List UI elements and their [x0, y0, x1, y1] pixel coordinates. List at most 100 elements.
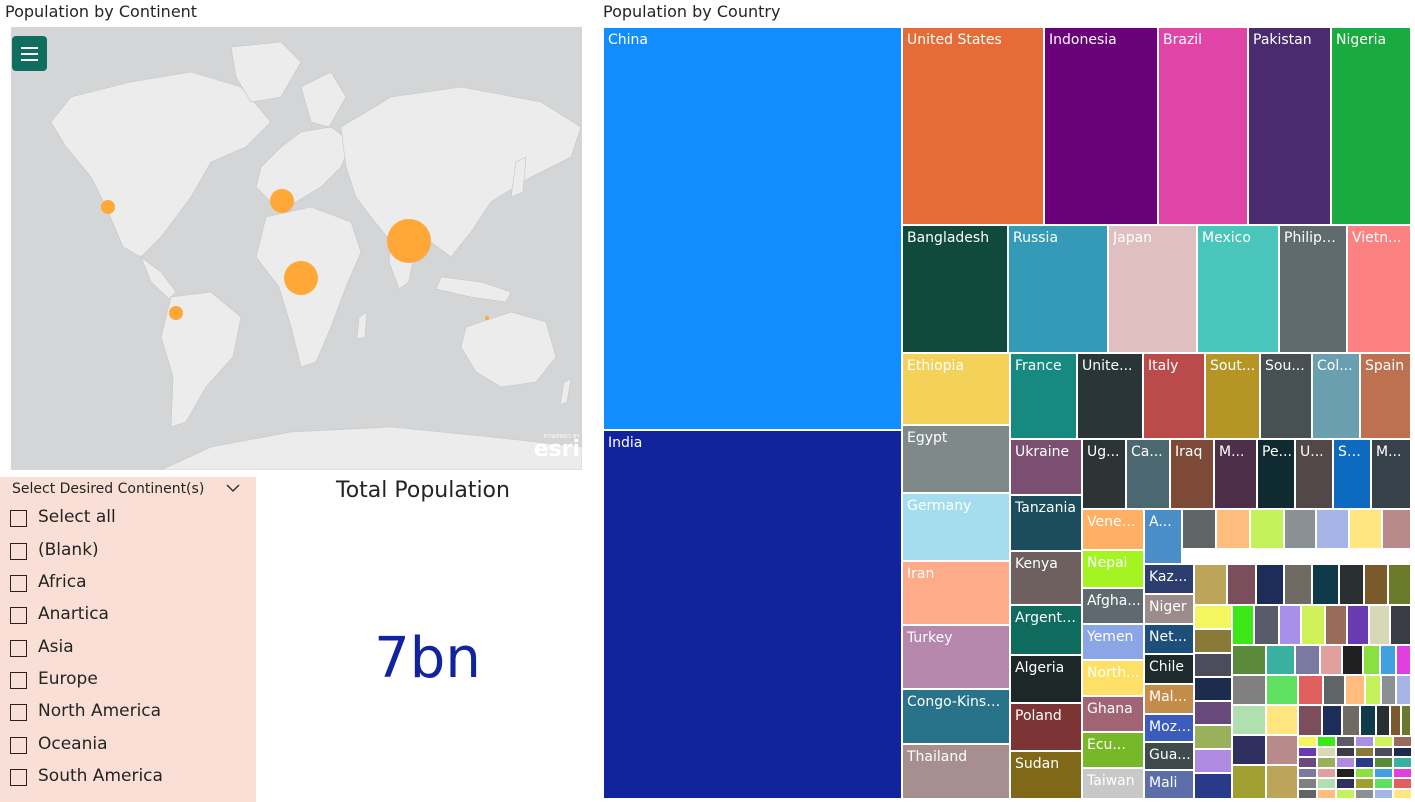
treemap-tile[interactable]: Algeria [1010, 655, 1082, 703]
treemap-tile-unlabeled[interactable] [1336, 757, 1355, 768]
treemap-tile-unlabeled[interactable] [1355, 767, 1374, 778]
treemap-tile-unlabeled[interactable] [1369, 605, 1390, 645]
treemap-tile-unlabeled[interactable] [1374, 746, 1393, 757]
treemap-tile-unlabeled[interactable] [1298, 705, 1322, 736]
treemap-tile[interactable]: Chile [1144, 654, 1194, 684]
treemap-tile[interactable]: Turkey [902, 625, 1010, 689]
treemap-tile[interactable]: Thailand [902, 744, 1010, 799]
treemap-tile-unlabeled[interactable] [1363, 645, 1380, 675]
treemap-tile[interactable]: Spain [1360, 353, 1411, 439]
treemap-tile-unlabeled[interactable] [1396, 675, 1411, 705]
checkbox[interactable] [10, 543, 27, 560]
treemap-tile-unlabeled[interactable] [1355, 757, 1374, 768]
treemap-tile[interactable]: M... [1214, 439, 1257, 509]
treemap-tile-unlabeled[interactable] [1336, 778, 1355, 789]
treemap-tile-unlabeled[interactable] [1317, 757, 1336, 768]
treemap-tile[interactable]: Moza... [1144, 714, 1194, 742]
treemap-tile[interactable]: Ecu... [1082, 732, 1144, 768]
treemap-tile[interactable]: Bangladesh [902, 225, 1008, 353]
treemap-tile-unlabeled[interactable] [1347, 605, 1369, 645]
treemap-tile-unlabeled[interactable] [1298, 757, 1317, 768]
treemap-tile-unlabeled[interactable] [1298, 767, 1317, 778]
treemap-tile[interactable]: Unite... [1077, 353, 1143, 439]
treemap-tile[interactable]: Pe... [1257, 439, 1295, 509]
treemap-tile[interactable]: Kaz... [1144, 564, 1194, 594]
treemap-tile[interactable]: Italy [1143, 353, 1205, 439]
treemap-tile-unlabeled[interactable] [1374, 778, 1393, 789]
treemap-tile[interactable]: Ethiopia [902, 353, 1010, 425]
treemap-tile[interactable]: Brazil [1158, 27, 1248, 225]
treemap-tile[interactable]: Mali [1144, 770, 1194, 799]
treemap-tile-unlabeled[interactable] [1396, 645, 1411, 675]
treemap-tile-unlabeled[interactable] [1342, 705, 1360, 736]
treemap-tile-unlabeled[interactable] [1194, 564, 1227, 605]
treemap-tile-unlabeled[interactable] [1284, 564, 1312, 605]
treemap-tile-unlabeled[interactable] [1393, 736, 1412, 747]
treemap-tile-unlabeled[interactable] [1250, 509, 1284, 549]
treemap-tile-unlabeled[interactable] [1339, 564, 1364, 605]
treemap-tile[interactable]: United States [902, 27, 1044, 225]
treemap-tile-unlabeled[interactable] [1254, 605, 1279, 645]
treemap-tile-unlabeled[interactable] [1342, 645, 1363, 675]
checkbox[interactable] [10, 737, 27, 754]
treemap-tile-unlabeled[interactable] [1194, 677, 1232, 701]
treemap-tile-unlabeled[interactable] [1390, 705, 1401, 736]
checkbox[interactable] [10, 640, 27, 657]
treemap-tile-unlabeled[interactable] [1266, 735, 1298, 765]
treemap-tile[interactable]: Nepal [1082, 550, 1144, 588]
treemap-tile-unlabeled[interactable] [1316, 509, 1349, 549]
treemap-tile-unlabeled[interactable] [1266, 765, 1298, 799]
treemap-tile[interactable]: India [603, 430, 902, 799]
treemap-tile-unlabeled[interactable] [1325, 605, 1347, 645]
treemap-tile-unlabeled[interactable] [1232, 705, 1266, 735]
treemap-tile[interactable]: Pakistan [1248, 27, 1331, 225]
treemap-tile[interactable]: Nigeria [1331, 27, 1411, 225]
treemap-tile[interactable]: North... [1082, 660, 1144, 696]
treemap-tile-unlabeled[interactable] [1322, 705, 1342, 736]
treemap-tile-unlabeled[interactable] [1336, 736, 1355, 747]
treemap-tile-unlabeled[interactable] [1227, 564, 1256, 605]
treemap-tile-unlabeled[interactable] [1390, 605, 1411, 645]
treemap-tile-unlabeled[interactable] [1355, 778, 1374, 789]
treemap-tile-unlabeled[interactable] [1364, 564, 1388, 605]
treemap-tile-unlabeled[interactable] [1360, 705, 1376, 736]
treemap-tile-unlabeled[interactable] [1374, 788, 1393, 799]
treemap-tile[interactable]: A... [1144, 509, 1182, 564]
treemap-tile-unlabeled[interactable] [1317, 736, 1336, 747]
treemap-tile-unlabeled[interactable] [1393, 778, 1412, 789]
treemap-tile-unlabeled[interactable] [1295, 645, 1320, 675]
treemap-tile-unlabeled[interactable] [1355, 736, 1374, 747]
treemap-tile-unlabeled[interactable] [1401, 705, 1411, 736]
treemap-tile-unlabeled[interactable] [1317, 746, 1336, 757]
treemap-tile-unlabeled[interactable] [1194, 653, 1232, 677]
treemap-tile-unlabeled[interactable] [1317, 767, 1336, 778]
treemap-tile[interactable]: Iraq [1170, 439, 1214, 509]
checkbox[interactable] [10, 607, 27, 624]
checkbox[interactable] [10, 510, 27, 527]
treemap-tile-unlabeled[interactable] [1393, 788, 1412, 799]
treemap-tile-unlabeled[interactable] [1266, 705, 1298, 735]
treemap-tile[interactable]: Philipp... [1279, 225, 1347, 353]
chevron-down-icon[interactable] [226, 483, 240, 493]
treemap-tile-unlabeled[interactable] [1298, 675, 1323, 705]
treemap-tile-unlabeled[interactable] [1194, 701, 1232, 725]
treemap-tile[interactable]: Mal... [1144, 684, 1194, 714]
treemap-tile-unlabeled[interactable] [1232, 605, 1254, 645]
treemap-tile[interactable]: Ukraine [1010, 439, 1082, 495]
treemap-tile-unlabeled[interactable] [1256, 564, 1284, 605]
treemap-tile[interactable]: Germany [902, 493, 1010, 561]
checkbox[interactable] [10, 575, 27, 592]
treemap-tile[interactable]: Kenya [1010, 551, 1082, 605]
treemap-tile-unlabeled[interactable] [1336, 746, 1355, 757]
treemap-tile-unlabeled[interactable] [1336, 788, 1355, 799]
treemap-tile[interactable]: Vietn... [1347, 225, 1411, 353]
treemap-tile-unlabeled[interactable] [1232, 735, 1266, 765]
treemap-tile[interactable]: Niger [1144, 594, 1194, 624]
treemap-tile-unlabeled[interactable] [1266, 645, 1295, 675]
treemap-tile-unlabeled[interactable] [1266, 675, 1298, 705]
treemap-tile[interactable]: Col... [1312, 353, 1360, 439]
treemap-tile[interactable]: Sout... [1205, 353, 1260, 439]
hamburger-menu-icon[interactable] [12, 36, 47, 71]
treemap-tile-unlabeled[interactable] [1232, 645, 1266, 675]
treemap-tile[interactable]: Iran [902, 561, 1010, 625]
